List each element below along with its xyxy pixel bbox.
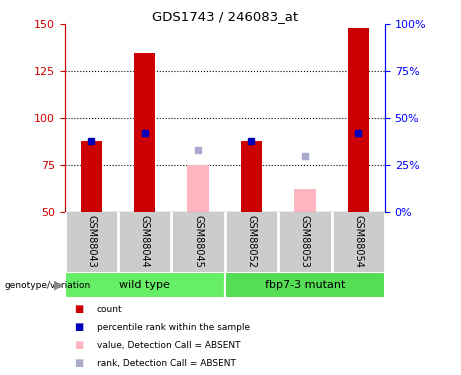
Text: percentile rank within the sample: percentile rank within the sample <box>97 323 250 332</box>
Text: ■: ■ <box>74 304 83 314</box>
Bar <box>81 141 102 212</box>
Text: value, Detection Call = ABSENT: value, Detection Call = ABSENT <box>97 341 240 350</box>
Text: rank, Detection Call = ABSENT: rank, Detection Call = ABSENT <box>97 359 236 368</box>
Bar <box>294 189 315 212</box>
Text: count: count <box>97 305 123 314</box>
Text: GSM88052: GSM88052 <box>247 215 256 268</box>
Bar <box>134 53 155 212</box>
Bar <box>187 165 209 212</box>
Text: GSM88045: GSM88045 <box>193 215 203 268</box>
Text: GSM88053: GSM88053 <box>300 215 310 268</box>
Text: GSM88054: GSM88054 <box>353 215 363 268</box>
Text: ▶: ▶ <box>54 279 64 291</box>
Text: wild type: wild type <box>119 280 170 290</box>
Text: ■: ■ <box>74 358 83 368</box>
Title: GDS1743 / 246083_at: GDS1743 / 246083_at <box>152 10 298 23</box>
Text: genotype/variation: genotype/variation <box>5 280 91 290</box>
Bar <box>225 272 385 298</box>
Bar <box>65 272 225 298</box>
Text: ■: ■ <box>74 322 83 332</box>
Text: fbp7-3 mutant: fbp7-3 mutant <box>265 280 345 290</box>
Text: GSM88043: GSM88043 <box>86 216 96 268</box>
Bar <box>348 28 369 212</box>
Bar <box>241 141 262 212</box>
Text: GSM88044: GSM88044 <box>140 216 150 268</box>
Text: ■: ■ <box>74 340 83 350</box>
